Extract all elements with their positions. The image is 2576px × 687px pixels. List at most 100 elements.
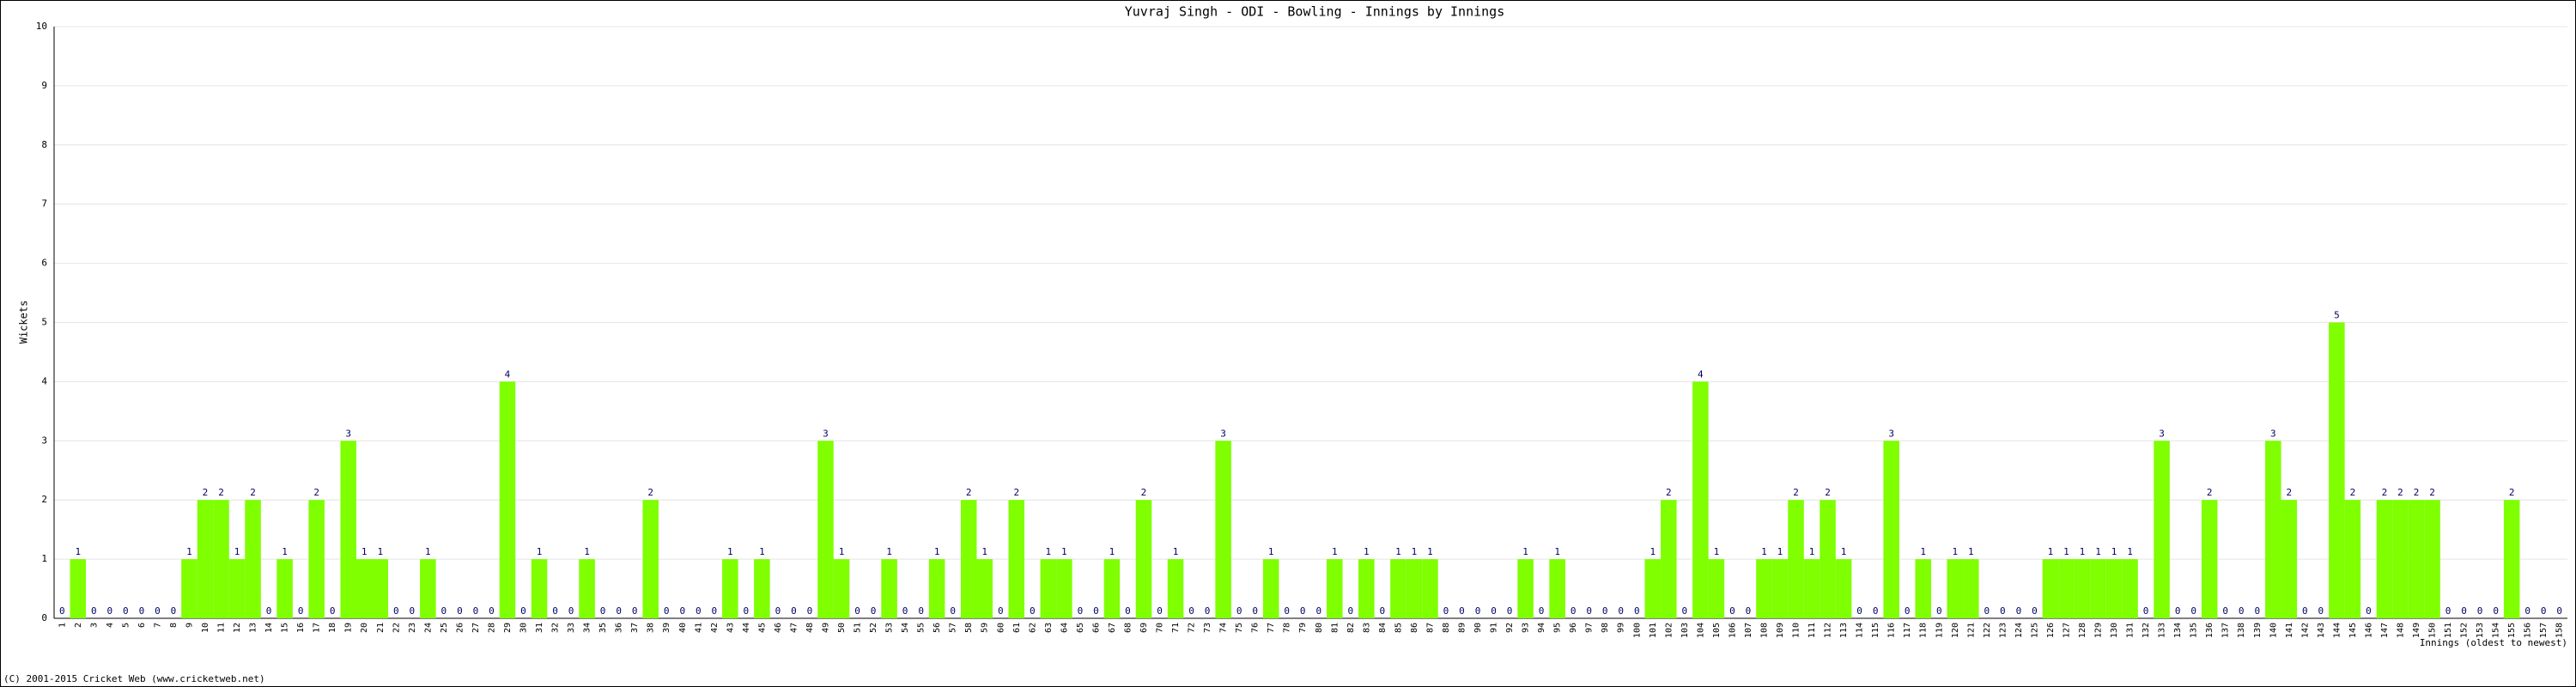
bar xyxy=(355,559,373,618)
data-label: 0 xyxy=(632,605,638,617)
data-label: 1 xyxy=(2111,546,2117,557)
data-label: 0 xyxy=(854,605,860,617)
bar xyxy=(881,559,897,618)
x-tick-label: 11 xyxy=(217,623,227,633)
x-tick-label: 93 xyxy=(1522,623,1531,633)
bar xyxy=(1517,559,1534,618)
data-label: 0 xyxy=(1634,605,1640,617)
bar xyxy=(1040,559,1057,618)
data-label: 1 xyxy=(2095,546,2101,557)
x-tick-label: 51 xyxy=(854,623,863,633)
x-tick-label: 76 xyxy=(1251,623,1261,633)
x-tick-label: 134 xyxy=(2173,623,2183,638)
data-label: 0 xyxy=(1443,605,1449,617)
x-tick-label: 142 xyxy=(2300,623,2310,638)
x-tick-label: 15 xyxy=(281,623,290,633)
data-label: 0 xyxy=(2190,605,2196,617)
data-label: 0 xyxy=(1284,605,1290,617)
data-label: 1 xyxy=(934,546,940,557)
x-tick-label: 136 xyxy=(2205,623,2215,638)
data-label: 0 xyxy=(998,605,1004,617)
bar xyxy=(2408,500,2425,618)
y-tick-label: 9 xyxy=(41,80,47,91)
x-tick-label: 8 xyxy=(169,623,179,628)
x-tick-label: 119 xyxy=(1935,623,1944,638)
data-label: 1 xyxy=(377,546,383,557)
bar xyxy=(1661,500,1677,618)
data-label: 0 xyxy=(902,605,908,617)
data-label: 0 xyxy=(123,605,129,617)
x-tick-label: 143 xyxy=(2317,623,2326,638)
bar xyxy=(2281,500,2298,618)
data-label: 0 xyxy=(330,605,336,617)
data-label: 0 xyxy=(266,605,272,617)
data-label: 0 xyxy=(441,605,447,617)
bar xyxy=(2424,500,2440,618)
x-tick-label: 21 xyxy=(376,623,386,633)
bar xyxy=(2329,322,2345,618)
x-tick-label: 94 xyxy=(1537,623,1546,633)
data-label: 1 xyxy=(1649,546,1656,557)
bar xyxy=(2201,500,2218,618)
data-label: 1 xyxy=(1522,546,1528,557)
y-tick-label: 4 xyxy=(41,375,47,386)
data-label: 0 xyxy=(2366,605,2372,617)
x-tick-label: 28 xyxy=(487,623,496,633)
data-label: 0 xyxy=(2477,605,2483,617)
x-tick-label: 138 xyxy=(2237,623,2246,638)
x-tick-label: 117 xyxy=(1903,623,1912,638)
data-label: 1 xyxy=(1761,546,1767,557)
x-tick-label: 98 xyxy=(1601,623,1610,633)
data-label: 0 xyxy=(1618,605,1624,617)
x-tick-label: 35 xyxy=(598,623,608,633)
bar xyxy=(1883,441,1899,618)
data-label: 0 xyxy=(1125,605,1131,617)
x-tick-label: 132 xyxy=(2142,623,2151,638)
x-tick-label: 50 xyxy=(837,623,847,633)
x-tick-label: 40 xyxy=(678,623,688,633)
x-tick-label: 4 xyxy=(106,623,115,628)
data-label: 4 xyxy=(505,368,511,380)
bar xyxy=(1915,559,1931,618)
bar xyxy=(1008,500,1025,618)
data-label: 0 xyxy=(520,605,526,617)
x-tick-label: 13 xyxy=(249,623,258,633)
data-label: 2 xyxy=(2286,487,2292,498)
bar xyxy=(2392,500,2409,618)
x-tick-label: 32 xyxy=(551,623,561,633)
x-tick-label: 10 xyxy=(201,623,210,633)
data-label: 0 xyxy=(2541,605,2547,617)
x-tick-label: 113 xyxy=(1839,623,1849,638)
bar xyxy=(1788,500,1804,618)
data-label: 1 xyxy=(1920,546,1926,557)
x-axis-label: Innings (oldest to newest) xyxy=(2420,637,2567,648)
x-tick-label: 59 xyxy=(981,623,990,633)
x-tick-label: 3 xyxy=(89,623,99,628)
data-label: 1 xyxy=(839,546,845,557)
bar xyxy=(642,500,659,618)
x-tick-label: 80 xyxy=(1315,623,1324,633)
data-label: 1 xyxy=(2127,546,2133,557)
x-tick-label: 87 xyxy=(1425,623,1435,633)
x-tick-label: 100 xyxy=(1632,623,1642,638)
data-label: 0 xyxy=(1205,605,1211,617)
x-tick-label: 16 xyxy=(296,623,306,633)
data-label: 2 xyxy=(2429,487,2435,498)
data-label: 3 xyxy=(2270,428,2276,439)
x-tick-label: 9 xyxy=(185,623,194,628)
data-label: 0 xyxy=(1475,605,1481,617)
data-label: 0 xyxy=(1078,605,1084,617)
data-label: 2 xyxy=(647,487,653,498)
x-tick-label: 17 xyxy=(313,623,322,633)
bar xyxy=(245,500,261,618)
data-label: 0 xyxy=(2222,605,2228,617)
bar xyxy=(833,559,850,618)
data-label: 0 xyxy=(696,605,702,617)
data-label: 2 xyxy=(313,487,319,498)
x-tick-label: 85 xyxy=(1394,623,1403,633)
x-tick-label: 95 xyxy=(1553,623,1563,633)
data-label: 0 xyxy=(2016,605,2022,617)
data-label: 0 xyxy=(1157,605,1163,617)
bar xyxy=(1549,559,1565,618)
